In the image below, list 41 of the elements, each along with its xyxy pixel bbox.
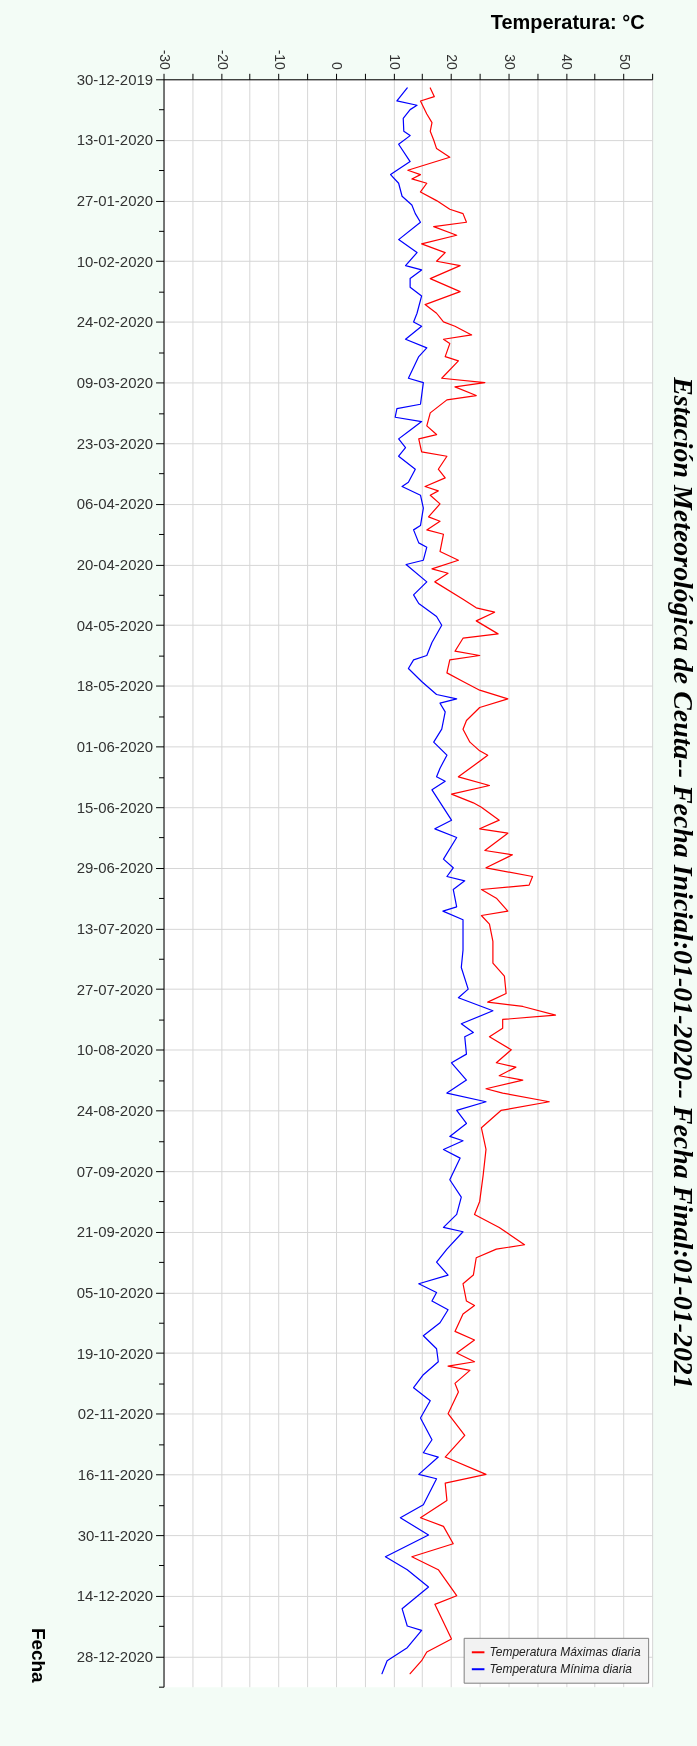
- x-tick-label: 0: [329, 62, 346, 71]
- y-tick-label: 13-07-2020: [76, 919, 154, 937]
- y-tick-label: 24-02-2020: [76, 313, 154, 331]
- x-axis-title: Temperatura: °C: [490, 10, 645, 33]
- y-tick-label: 19-10-2020: [76, 1344, 154, 1362]
- legend-label: Temperatura Mínima diaria: [489, 1662, 633, 1677]
- x-tick-label: -10: [272, 49, 289, 71]
- x-tick-label: 20: [444, 54, 461, 71]
- y-tick-label: 14-12-2020: [76, 1587, 154, 1605]
- y-tick-label: 30-11-2020: [77, 1526, 154, 1544]
- y-tick-label: 05-10-2020: [76, 1283, 154, 1301]
- y-tick-label: 29-06-2020: [76, 859, 154, 877]
- y-tick-label: 21-09-2020: [76, 1223, 154, 1241]
- y-tick-label: 10-02-2020: [76, 252, 154, 270]
- y-tick-label: 24-08-2020: [76, 1101, 154, 1119]
- y-tick-label: 04-05-2020: [76, 616, 154, 634]
- y-tick-label: 13-01-2020: [76, 131, 154, 149]
- y-tick-label: 09-03-2020: [76, 374, 154, 392]
- y-tick-label: 16-11-2020: [77, 1465, 154, 1483]
- legend-label: Temperatura Máximas diaria: [489, 1645, 641, 1660]
- y-tick-label: 15-06-2020: [76, 798, 154, 816]
- x-tick-label: 10: [386, 54, 403, 71]
- y-tick-label: 28-12-2020: [76, 1647, 154, 1665]
- x-tick-label: 40: [559, 54, 576, 71]
- y-tick-label: 06-04-2020: [76, 495, 154, 513]
- x-tick-label: 50: [616, 54, 633, 71]
- y-tick-label: 27-07-2020: [76, 980, 154, 998]
- y-tick-label: 01-06-2020: [76, 737, 154, 755]
- x-tick-label: -20: [214, 49, 231, 71]
- text: Estación Meteorológica de Ceuta-- Fecha Inicial:01-01-2020-- Fecha Final:01-01-2021: [668, 376, 697, 1389]
- y-tick-label: 20-04-2020: [76, 556, 154, 574]
- y-tick-label: 27-01-2020: [76, 192, 154, 210]
- y-tick-label: 02-11-2020: [77, 1405, 154, 1423]
- y-tick-label: 23-03-2020: [76, 434, 154, 452]
- y-tick-label: 07-09-2020: [76, 1162, 154, 1180]
- y-axis-title: Fecha: [28, 1627, 50, 1684]
- y-tick-label: 10-08-2020: [76, 1041, 154, 1059]
- y-tick-label: 30-12-2019: [76, 70, 154, 88]
- x-tick-label: -30: [157, 49, 174, 71]
- x-tick-label: 30: [501, 54, 518, 71]
- y-tick-label: 18-05-2020: [76, 677, 154, 695]
